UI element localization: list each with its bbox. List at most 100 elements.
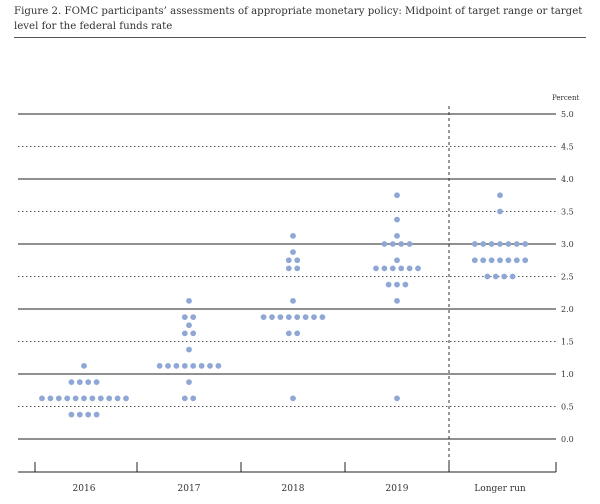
data-dot — [394, 257, 400, 264]
data-dot — [97, 395, 104, 402]
data-dot — [106, 395, 113, 402]
data-dot — [488, 257, 495, 264]
data-dot — [215, 362, 222, 369]
x-category-label: 2017 — [178, 484, 201, 494]
data-dot — [285, 314, 292, 321]
y-tick-label: 2.0 — [561, 305, 574, 314]
data-dot — [497, 257, 503, 264]
y-tick-label: 2.5 — [561, 273, 574, 282]
data-dot — [85, 411, 92, 418]
data-dot — [319, 314, 326, 321]
data-dot — [398, 265, 405, 272]
data-dot — [406, 241, 413, 247]
data-dot — [68, 379, 75, 386]
data-dot — [186, 379, 192, 386]
data-dot — [85, 379, 92, 386]
data-dot — [186, 297, 192, 304]
data-dot — [190, 395, 197, 402]
data-dot — [207, 362, 213, 369]
x-category-label: 2019 — [386, 484, 409, 494]
data-dot — [277, 314, 284, 321]
data-dot — [394, 395, 400, 402]
data-dot — [471, 257, 478, 264]
data-dot — [311, 314, 317, 321]
x-category-label: 2016 — [73, 484, 96, 494]
data-dot — [156, 362, 163, 369]
data-dot — [290, 297, 296, 304]
data-dot — [285, 265, 292, 272]
data-dot — [294, 314, 301, 321]
data-dot — [285, 257, 292, 264]
data-dot — [93, 411, 100, 418]
data-dot — [389, 265, 396, 272]
data-dot — [181, 330, 188, 337]
data-dot — [294, 265, 301, 272]
data-dot — [492, 273, 499, 280]
data-dot — [181, 362, 188, 369]
data-dot — [165, 362, 171, 369]
data-dot — [373, 265, 379, 272]
y-tick-label: 4.5 — [561, 143, 574, 152]
data-dot — [471, 241, 478, 247]
data-dot — [290, 232, 296, 239]
data-dot — [290, 395, 296, 402]
data-dot — [497, 192, 503, 199]
data-dot — [72, 395, 79, 402]
y-tick-label: 3.5 — [561, 208, 574, 217]
data-dot — [406, 265, 413, 272]
data-dot — [480, 257, 487, 264]
data-dot — [123, 395, 129, 402]
data-dot — [198, 362, 205, 369]
data-dot — [260, 314, 267, 321]
data-dot — [173, 362, 180, 369]
data-dot — [394, 192, 400, 199]
data-dot — [55, 395, 62, 402]
x-category-label: Longer run — [474, 484, 526, 494]
data-dot — [294, 257, 301, 264]
y-tick-label: 1.0 — [561, 370, 574, 379]
data-dot — [484, 273, 491, 280]
data-dot — [190, 362, 197, 369]
x-category-label: 2018 — [282, 484, 305, 494]
data-dot — [68, 411, 75, 418]
data-dot — [488, 241, 495, 247]
data-dot — [398, 241, 405, 247]
data-dot — [186, 322, 192, 329]
y-tick-label: 1.5 — [561, 338, 574, 347]
y-tick-label: 0.5 — [561, 403, 574, 412]
data-dot — [190, 330, 197, 337]
data-dot — [294, 330, 301, 337]
title-rule — [14, 37, 586, 38]
data-dot — [81, 395, 87, 402]
data-dot — [394, 232, 400, 239]
data-dot — [93, 379, 100, 386]
data-dot — [497, 208, 503, 215]
data-dot — [505, 241, 512, 247]
data-dot — [39, 395, 45, 402]
data-dot — [497, 241, 503, 247]
data-dot — [513, 241, 520, 247]
data-dot — [302, 314, 309, 321]
data-dot — [181, 395, 188, 402]
data-dot — [389, 241, 396, 247]
data-dot — [480, 241, 487, 247]
data-dot — [381, 241, 388, 247]
data-dot — [190, 314, 197, 321]
data-dot — [285, 330, 292, 337]
data-dot — [522, 257, 529, 264]
data-dot — [394, 216, 400, 223]
data-dot — [501, 273, 508, 280]
y-tick-label: 0.0 — [561, 435, 574, 444]
data-dot — [186, 346, 192, 353]
data-dot — [76, 379, 83, 386]
data-dot — [402, 281, 409, 288]
data-dot — [509, 273, 516, 280]
data-dot — [290, 249, 296, 256]
data-dot — [505, 257, 512, 264]
y-tick-label: 5.0 — [561, 110, 574, 119]
data-dot — [522, 241, 529, 247]
data-dot — [47, 395, 54, 402]
data-dot — [64, 395, 71, 402]
figure-title: Figure 2. FOMC participants’ assessments… — [14, 6, 583, 32]
